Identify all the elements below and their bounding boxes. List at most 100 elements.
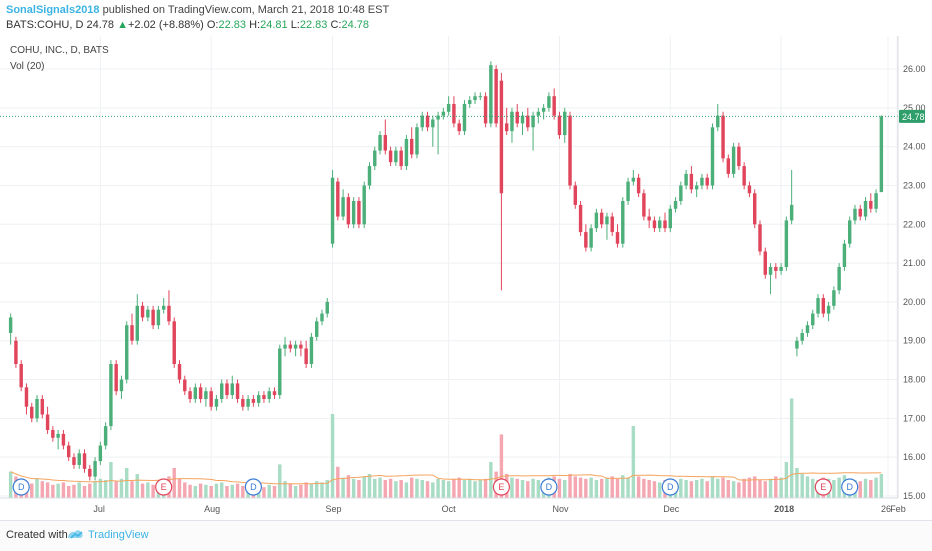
candle-body xyxy=(731,146,736,174)
volume-bar xyxy=(341,477,345,498)
dividend-marker-icon[interactable] xyxy=(841,478,859,496)
candle-body xyxy=(536,111,541,116)
volume-bar xyxy=(188,484,192,498)
publish-line: SonalSignals2018 published on TradingVie… xyxy=(6,4,389,17)
change-value: +2.02 (+8.88%) xyxy=(127,19,204,31)
volume-bar xyxy=(457,477,461,498)
volume-bar xyxy=(478,480,483,498)
time-tick-label: Nov xyxy=(552,504,569,514)
candle-body xyxy=(167,305,171,322)
volume-bar xyxy=(56,483,60,498)
volume-bar xyxy=(278,464,282,498)
candle-body xyxy=(388,150,393,163)
candle-body xyxy=(35,398,39,419)
candle-body xyxy=(552,96,556,116)
earnings-marker-icon[interactable] xyxy=(492,478,511,496)
candle-body xyxy=(283,344,287,349)
candle-body xyxy=(673,201,678,209)
candle-body xyxy=(489,65,493,124)
volume-bar xyxy=(599,478,604,498)
dividend-marker-icon[interactable] xyxy=(661,478,679,496)
open-value: 22.83 xyxy=(218,19,247,31)
volume-bar xyxy=(652,481,657,498)
volume-bar xyxy=(446,481,451,498)
volume-bar xyxy=(314,481,319,498)
volume-bar xyxy=(177,478,182,498)
dividend-marker-icon[interactable] xyxy=(12,478,30,496)
volume-bar xyxy=(626,477,630,498)
price-chart[interactable]: 15.00 16.00 17.00 18.00 19.00 20.00 21.00 22.00… xyxy=(0,36,932,520)
volume-bar xyxy=(473,481,477,498)
volume-bar xyxy=(420,480,424,498)
volume-ma-line xyxy=(10,471,882,485)
published-text: published on TradingView.com, March 21, … xyxy=(102,4,390,16)
dividend-marker-icon[interactable] xyxy=(244,478,262,496)
low-value: 22.83 xyxy=(299,19,328,31)
candle-body xyxy=(304,348,308,365)
candle-body xyxy=(341,197,345,217)
volume-bar xyxy=(605,477,609,498)
dividend-marker-icon[interactable] xyxy=(540,478,558,496)
candle-body xyxy=(621,201,625,244)
candle-body xyxy=(198,387,203,399)
candle-body xyxy=(842,243,847,267)
created-with-label: Created with xyxy=(6,529,68,541)
candle-body xyxy=(752,193,757,225)
time-tick-label: 2018 xyxy=(774,504,794,514)
candle-body xyxy=(636,177,641,194)
price-tick-label: 16.00 xyxy=(903,452,926,462)
candle-body xyxy=(82,453,87,469)
volume-bar xyxy=(684,480,688,498)
price-tick-label: 23.00 xyxy=(903,180,926,190)
volume-bar xyxy=(621,475,625,498)
tradingview-brand-link[interactable]: TradingView xyxy=(88,529,149,541)
candle-body xyxy=(700,177,704,186)
volume-bar xyxy=(647,480,651,498)
price-axis[interactable]: 15.00 16.00 17.00 18.00 19.00 20.00 21.00 22.00… xyxy=(903,64,926,501)
candle-body xyxy=(721,115,725,159)
candle-body xyxy=(109,364,113,427)
earnings-marker-icon[interactable] xyxy=(155,478,173,496)
candle-body xyxy=(689,173,694,190)
volume-bar xyxy=(119,478,124,498)
volume-bar xyxy=(742,478,746,498)
candle-body xyxy=(483,96,488,124)
volume-bar xyxy=(72,484,76,498)
candle-body xyxy=(742,166,746,186)
author-link[interactable]: SonalSignals2018 xyxy=(6,4,100,16)
volume-legend: Vol (20) xyxy=(10,61,44,72)
volume-bar xyxy=(299,484,303,498)
volume-bar xyxy=(731,481,736,498)
candle-body xyxy=(404,138,409,167)
price-tick-label: 24.00 xyxy=(903,142,926,152)
volume-bar xyxy=(747,477,752,498)
volume-bar xyxy=(784,462,789,498)
candle-body xyxy=(30,406,34,419)
candle-body xyxy=(325,301,329,314)
volume-bar xyxy=(610,476,614,498)
volume-bar xyxy=(557,478,562,498)
time-axis[interactable]: JulAugSepOctNovDec2018FebMar26 xyxy=(93,504,932,514)
volume-bar xyxy=(293,486,298,498)
volume-bar xyxy=(98,478,103,498)
volume-bar xyxy=(320,482,324,498)
candle-body xyxy=(658,220,662,229)
volume-bar xyxy=(774,476,778,498)
volume-bar xyxy=(879,474,884,498)
volume-bar xyxy=(531,478,535,498)
candle-body xyxy=(299,344,303,349)
volume-bar xyxy=(536,480,541,498)
earnings-marker-icon[interactable] xyxy=(814,478,832,496)
candle-body xyxy=(351,201,356,225)
volume-bar xyxy=(51,484,55,498)
candle-body xyxy=(431,119,435,128)
volume-bar xyxy=(304,482,308,498)
volume-bar xyxy=(800,474,804,498)
volume-bar xyxy=(737,482,741,498)
candle-body xyxy=(811,313,815,326)
event-marker-label: D xyxy=(18,482,25,492)
volume-bar xyxy=(594,480,599,498)
up-arrow-icon: ▲ xyxy=(117,19,128,31)
volume-bar xyxy=(45,482,50,498)
candle-body xyxy=(156,309,161,326)
